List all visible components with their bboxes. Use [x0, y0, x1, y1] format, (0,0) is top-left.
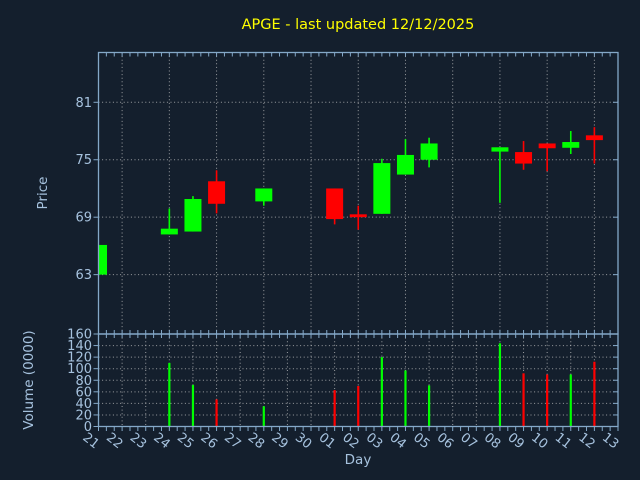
x-tick-label: 28: [245, 430, 267, 452]
x-tick-label: 25: [174, 430, 196, 452]
x-tick-label: 05: [410, 430, 432, 452]
price-tick-label: 63: [75, 268, 92, 283]
x-tick-label: 23: [127, 430, 149, 452]
volume-bar: [333, 390, 336, 427]
candle-body: [349, 214, 367, 218]
volume-tick-label: 100: [67, 362, 92, 377]
candle: [255, 188, 273, 206]
x-tick-label: 24: [150, 430, 172, 452]
candle-body: [585, 135, 603, 141]
candle: [208, 170, 226, 214]
candle-body: [255, 188, 273, 202]
candle-wick: [499, 147, 501, 203]
volume-tick-label: 140: [67, 339, 92, 354]
volume-bar: [191, 384, 195, 427]
candle: [515, 141, 533, 170]
candle-body: [538, 143, 556, 149]
price-tick-label: 75: [75, 153, 92, 168]
candle-body: [98, 244, 107, 275]
volume-tick-label: 20: [75, 408, 92, 423]
candle-body: [491, 147, 509, 152]
x-tick-label: 11: [552, 430, 574, 452]
x-tick-label: 29: [268, 430, 290, 452]
x-tick-label: 08: [481, 430, 503, 452]
x-tick-label: 01: [316, 430, 338, 452]
candle: [420, 137, 438, 168]
candle: [396, 139, 414, 175]
candle-body: [160, 228, 178, 235]
volume-bar: [546, 374, 549, 427]
series-layer: [98, 127, 603, 427]
candle: [491, 147, 509, 203]
volume-bars-group: [168, 343, 596, 427]
volume-tick-label: 80: [75, 374, 92, 389]
candle-body: [373, 163, 391, 214]
volume-bar: [498, 343, 502, 427]
x-tick-label: 07: [457, 430, 479, 452]
volume-bar: [404, 370, 407, 427]
price-tick-label: 81: [75, 96, 92, 111]
candle-wick: [357, 205, 360, 230]
volume-bar: [569, 374, 572, 427]
candle: [160, 208, 178, 235]
x-tick-label: 02: [339, 430, 361, 452]
volume-tick-label: 40: [75, 397, 92, 412]
x-tick-label: 10: [528, 430, 550, 452]
candles-group: [98, 127, 603, 275]
candle-body: [326, 188, 344, 220]
volume-tick-label: 160: [67, 328, 92, 343]
x-axis-label: Day: [345, 452, 372, 468]
volume-tick-label: 60: [75, 385, 92, 400]
candle-body: [396, 154, 414, 175]
volume-tick-label: 120: [67, 351, 92, 366]
volume-bar: [380, 357, 383, 427]
volume-bar: [168, 362, 171, 427]
candle-body: [208, 181, 226, 204]
volume-bar: [522, 373, 525, 427]
candle-body: [420, 143, 438, 160]
candle-body: [184, 198, 202, 232]
volume-bar: [427, 385, 431, 427]
candle-wick: [546, 143, 548, 172]
candle: [326, 188, 344, 225]
x-tick-label: 27: [221, 430, 243, 452]
volume-bar: [215, 399, 218, 427]
x-tick-label: 22: [103, 430, 125, 452]
candle-wick: [168, 208, 171, 235]
candle: [562, 131, 580, 154]
price-tick-label: 69: [75, 211, 92, 226]
volume-bar: [262, 406, 265, 427]
volume-bar: [357, 386, 360, 427]
candle-body: [562, 142, 580, 148]
chart-title: APGE - last updated 12/12/2025: [242, 17, 475, 33]
candle: [184, 196, 202, 232]
price-axis-label: Price: [35, 177, 51, 210]
x-tick-label: 09: [505, 430, 527, 452]
x-tick-label: 30: [292, 430, 314, 452]
volume-bar: [593, 361, 596, 427]
x-tick-label: 04: [386, 430, 408, 452]
x-tick-label: 13: [599, 430, 621, 452]
candle-body: [515, 152, 533, 164]
axes-layer: [93, 51, 619, 431]
x-tick-label: 03: [363, 430, 385, 452]
gridlines-layer: [98, 52, 618, 427]
candle: [538, 143, 556, 172]
x-tick-label: 06: [434, 430, 456, 452]
candle: [349, 205, 367, 230]
candle: [373, 158, 391, 214]
x-tick-label: 12: [575, 430, 597, 452]
x-tick-label: 26: [198, 430, 220, 452]
candle-wick: [593, 127, 596, 164]
volume-tick-label: 0: [84, 420, 92, 435]
volume-axis-label: Volume (0000): [21, 330, 37, 429]
candle: [585, 127, 603, 164]
